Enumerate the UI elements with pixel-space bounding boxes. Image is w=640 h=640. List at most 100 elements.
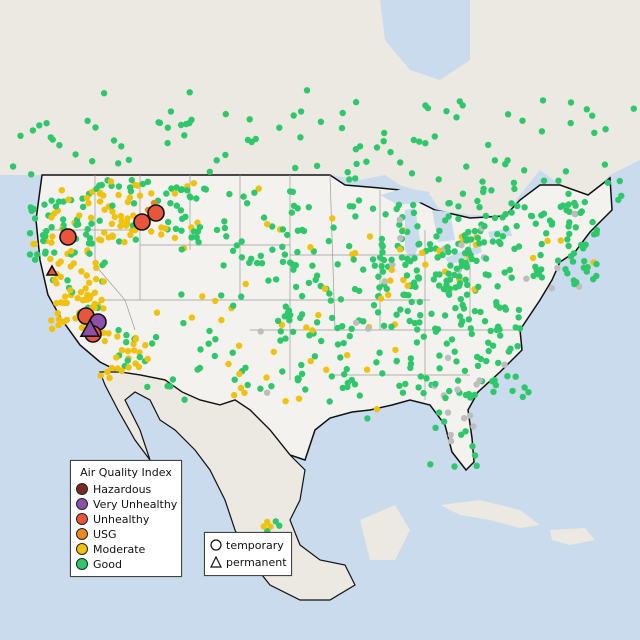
- station-marker: [366, 233, 374, 240]
- station-marker: [356, 143, 364, 150]
- station-marker: [403, 272, 411, 279]
- station-marker: [590, 231, 598, 238]
- station-marker: [548, 219, 556, 226]
- station-marker: [443, 108, 450, 115]
- station-marker: [100, 192, 107, 199]
- station-marker: [340, 339, 347, 347]
- station-marker: [92, 124, 99, 131]
- station-marker: [481, 222, 488, 230]
- station-marker: [327, 297, 334, 304]
- station-marker: [279, 368, 286, 375]
- station-marker: [79, 203, 87, 211]
- station-marker: [257, 328, 264, 335]
- station-marker: [454, 377, 462, 384]
- station-marker: [457, 321, 465, 328]
- station-marker: [465, 316, 473, 323]
- station-marker: [218, 316, 225, 324]
- station-marker: [193, 195, 200, 202]
- station-marker: [100, 305, 107, 312]
- station-marker: [538, 128, 546, 135]
- station-marker: [118, 347, 126, 354]
- station-marker: [530, 272, 537, 279]
- station-marker: [389, 261, 396, 268]
- lake-superior: [380, 188, 430, 205]
- station-marker: [184, 187, 191, 194]
- station-marker: [213, 226, 221, 234]
- station-marker: [481, 318, 489, 325]
- station-marker: [370, 302, 378, 309]
- station-marker: [407, 364, 414, 371]
- station-marker: [492, 381, 500, 389]
- station-marker: [431, 133, 438, 140]
- station-marker: [136, 353, 143, 361]
- station-marker: [54, 310, 61, 317]
- station-marker: [473, 381, 480, 388]
- station-marker: [67, 287, 74, 294]
- station-marker: [462, 259, 469, 266]
- shape-legend: temporary permanent: [204, 532, 292, 576]
- station-marker: [282, 398, 289, 405]
- station-marker: [444, 354, 452, 361]
- station-marker: [273, 276, 280, 283]
- station-marker: [448, 336, 456, 343]
- station-marker: [451, 463, 458, 470]
- station-marker: [177, 207, 185, 214]
- station-marker: [48, 317, 55, 324]
- station-marker: [504, 157, 511, 164]
- station-marker: [385, 291, 392, 299]
- station-marker: [113, 354, 120, 361]
- station-marker: [482, 212, 490, 220]
- station-marker: [461, 367, 469, 374]
- station-marker: [230, 302, 237, 309]
- station-marker: [376, 284, 383, 291]
- station-marker: [99, 261, 106, 269]
- station-marker: [411, 319, 419, 327]
- station-marker: [432, 325, 439, 332]
- station-marker: [51, 249, 58, 256]
- station-marker: [89, 158, 96, 165]
- station-marker: [462, 276, 469, 283]
- station-marker: [344, 379, 351, 387]
- station-marker: [260, 523, 267, 530]
- station-marker: [497, 332, 504, 339]
- station-marker: [81, 296, 88, 303]
- station-marker: [158, 231, 165, 238]
- station-marker: [432, 424, 439, 431]
- station-marker: [31, 256, 39, 263]
- station-marker: [264, 518, 271, 526]
- station-marker: [289, 328, 297, 335]
- station-marker: [456, 313, 464, 320]
- station-marker: [446, 387, 453, 395]
- station-marker: [402, 380, 409, 388]
- station-marker: [241, 389, 248, 397]
- station-marker: [400, 276, 407, 284]
- station-marker: [427, 461, 434, 468]
- station-marker: [515, 306, 523, 314]
- station-marker: [41, 201, 48, 208]
- station-marker: [373, 359, 380, 366]
- station-marker: [480, 185, 487, 192]
- station-marker: [270, 348, 277, 356]
- station-marker: [414, 223, 421, 230]
- station-marker: [508, 200, 515, 207]
- station-marker: [298, 311, 306, 318]
- station-marker: [373, 144, 381, 151]
- station-marker: [564, 270, 571, 277]
- station-marker: [121, 238, 128, 246]
- station-marker: [186, 89, 193, 96]
- station-marker: [351, 381, 359, 388]
- station-marker: [468, 236, 475, 243]
- station-marker: [162, 225, 169, 232]
- station-marker: [220, 262, 227, 269]
- station-marker: [108, 364, 116, 372]
- station-marker: [130, 200, 138, 207]
- station-marker: [467, 251, 474, 259]
- station-marker: [118, 217, 125, 225]
- station-marker: [379, 249, 386, 256]
- station-marker: [532, 220, 539, 227]
- station-marker: [434, 254, 441, 261]
- station-marker: [377, 295, 385, 302]
- station-marker: [272, 518, 279, 525]
- station-marker: [206, 327, 213, 335]
- station-marker: [326, 290, 333, 297]
